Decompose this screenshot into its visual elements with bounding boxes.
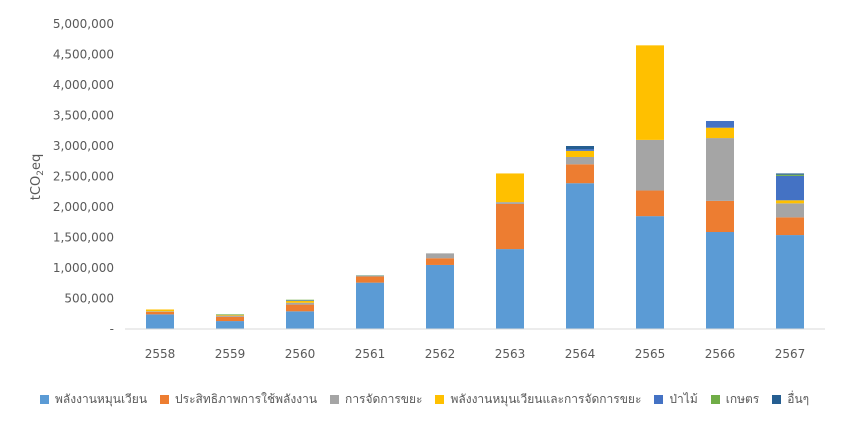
x-tick-label: 2559 xyxy=(215,347,246,361)
legend-swatch xyxy=(710,395,720,404)
legend-label: เกษตร xyxy=(725,392,760,406)
bar-segment xyxy=(356,276,384,283)
bar-segment xyxy=(356,275,384,277)
y-axis-label: tCO2eq xyxy=(29,154,46,200)
x-tick-label: 2558 xyxy=(145,347,176,361)
x-tick-label: 2566 xyxy=(705,347,736,361)
bar-segment xyxy=(216,321,244,329)
y-tick-label: 2,500,000 xyxy=(53,170,114,184)
y-tick-label: 1,500,000 xyxy=(53,231,114,245)
bar-segment xyxy=(566,156,594,165)
bar-segment xyxy=(426,258,454,265)
bar-segment xyxy=(286,302,314,305)
legend-swatch xyxy=(654,395,664,404)
bar-segment xyxy=(286,304,314,312)
legend-item: ประสิทธิภาพการใช้พลังงาน xyxy=(160,390,317,409)
bar-segment xyxy=(706,127,734,139)
bar-segment xyxy=(636,190,664,217)
legend-label: ป่าไม้ xyxy=(669,392,698,406)
bar-segment xyxy=(286,300,314,301)
bar-segment xyxy=(566,183,594,329)
stacked-bar-chart: - 500,000 1,000,000 1,500,000 2,000,000 2,500… xyxy=(29,17,825,361)
y-axis-label-subscript: 2 xyxy=(36,170,46,176)
bar-segment xyxy=(146,314,174,329)
bar-segment xyxy=(636,139,664,191)
bars-group xyxy=(146,45,804,329)
x-tick-label: 2567 xyxy=(775,347,806,361)
legend-item: เกษตร xyxy=(710,390,760,409)
bar-segment xyxy=(146,311,174,315)
y-tick-label: 4,500,000 xyxy=(53,48,114,62)
legend-label: อื่นๆ xyxy=(787,392,810,406)
bar-segment xyxy=(216,315,244,317)
bar-segment xyxy=(706,120,734,128)
bar-segment xyxy=(776,235,804,329)
bar-segment xyxy=(286,311,314,329)
x-tick-label: 2563 xyxy=(495,347,526,361)
bar-segment xyxy=(426,264,454,329)
legend-label: ประสิทธิภาพการใช้พลังงาน xyxy=(175,392,318,406)
y-tick-label: 4,000,000 xyxy=(53,78,114,92)
bar-segment xyxy=(216,314,244,316)
legend-swatch xyxy=(435,395,445,404)
bar-segment xyxy=(426,253,454,259)
bar-segment xyxy=(286,299,314,301)
y-axis-label-main: tCO xyxy=(29,176,44,200)
legend-label: พลังงานหมุนเวียนและการจัดการขยะ xyxy=(450,392,642,406)
bar-segment xyxy=(776,200,804,204)
bar-segment xyxy=(706,232,734,329)
bar-segment xyxy=(496,202,524,204)
legend-item: อื่นๆ xyxy=(772,390,809,409)
bar-segment xyxy=(636,45,664,140)
legend-item: พลังงานหมุนเวียนและการจัดการขยะ xyxy=(435,390,641,409)
legend-swatch xyxy=(160,395,170,404)
bar-segment xyxy=(566,149,594,151)
bar-segment xyxy=(146,309,174,312)
bar-segment xyxy=(706,138,734,201)
y-axis-label-suffix: eq xyxy=(29,154,44,170)
bar-segment xyxy=(566,164,594,184)
legend-swatch xyxy=(40,395,49,404)
bar-segment xyxy=(566,146,594,150)
x-tick-label: 2565 xyxy=(635,347,666,361)
bar-segment xyxy=(776,173,804,175)
bar-segment xyxy=(566,150,594,157)
legend-label: พลังงานหมุนเวียน xyxy=(55,392,148,406)
bar-segment xyxy=(216,314,244,315)
legend-swatch xyxy=(330,395,340,404)
bar-segment xyxy=(496,203,524,250)
bar-segment xyxy=(286,300,314,303)
bar-segment xyxy=(146,311,174,312)
x-tick-label: 2561 xyxy=(355,347,386,361)
y-tick-label: 3,000,000 xyxy=(53,139,114,153)
legend-label: การจัดการขยะ xyxy=(345,392,423,406)
y-tick-label: 5,000,000 xyxy=(53,17,114,31)
bar-segment xyxy=(496,249,524,329)
bar-segment xyxy=(216,316,244,322)
legend-item: ป่าไม้ xyxy=(654,390,698,409)
bar-segment xyxy=(776,174,804,176)
legend: พลังงานหมุนเวียน ประสิทธิภาพการใช้พลังงาน… xyxy=(40,390,840,409)
y-axis-ticks: - 500,000 1,000,000 1,500,000 2,000,000 2,500… xyxy=(53,17,114,336)
y-tick-label: 2,000,000 xyxy=(53,200,114,214)
bar-segment xyxy=(356,282,384,329)
bar-segment xyxy=(496,173,524,203)
x-axis-ticks: 2558 2559 2560 2561 2562 2563 2564 2565 2566 2567 xyxy=(145,347,806,361)
legend-swatch xyxy=(772,395,782,404)
bar-segment xyxy=(706,200,734,233)
legend-item: พลังงานหมุนเวียน xyxy=(40,390,147,409)
y-tick-label: 3,500,000 xyxy=(53,109,114,123)
y-tick-label: - xyxy=(110,322,114,336)
bar-segment xyxy=(776,217,804,236)
y-tick-label: 500,000 xyxy=(64,292,114,306)
x-tick-label: 2562 xyxy=(425,347,456,361)
bar-segment xyxy=(776,175,804,201)
bar-segment xyxy=(636,216,664,329)
bar-segment xyxy=(776,203,804,218)
x-tick-label: 2560 xyxy=(285,347,316,361)
y-tick-label: 1,000,000 xyxy=(53,261,114,275)
legend-item: การจัดการขยะ xyxy=(330,390,422,409)
x-tick-label: 2564 xyxy=(565,347,596,361)
